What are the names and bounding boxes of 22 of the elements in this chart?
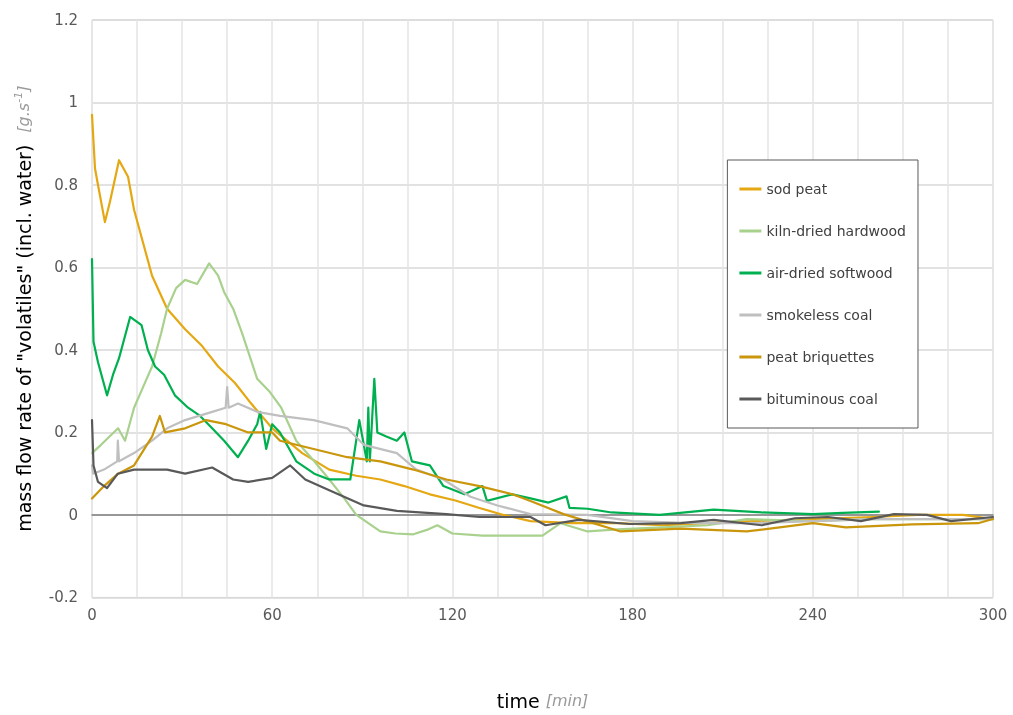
y-tick-label: 0.6 xyxy=(54,258,78,277)
y-tick-label: 0.2 xyxy=(54,423,78,442)
x-tick-label: 60 xyxy=(262,605,282,624)
y-tick-label: -0.2 xyxy=(48,588,78,607)
y-axis-title: mass flow rate of "volatiles" (incl. water) [g.s-1] xyxy=(12,85,35,532)
x-tick-label: 240 xyxy=(798,605,828,624)
y-tick-label: 0.4 xyxy=(54,340,78,359)
y-tick-label: 0 xyxy=(68,505,78,524)
x-axis-title: time [min] xyxy=(496,689,589,712)
x-tick-label: 180 xyxy=(618,605,647,624)
x-tick-label: 0 xyxy=(87,605,97,624)
legend-label: smokeless coal xyxy=(766,307,873,323)
legend-label: kiln-dried hardwood xyxy=(766,223,907,239)
legend-label: peat briquettes xyxy=(766,349,875,365)
legend-label: bituminous coal xyxy=(766,391,878,407)
legend-label: air-dried softwood xyxy=(766,265,893,281)
legend-label: sod peat xyxy=(766,181,828,197)
x-tick-label: 120 xyxy=(438,605,467,624)
y-tick-label: 1.2 xyxy=(54,11,78,29)
y-tick-label: 0.8 xyxy=(54,175,78,194)
x-tick-label: 300 xyxy=(978,605,1008,624)
y-tick-label: 1 xyxy=(68,93,78,112)
